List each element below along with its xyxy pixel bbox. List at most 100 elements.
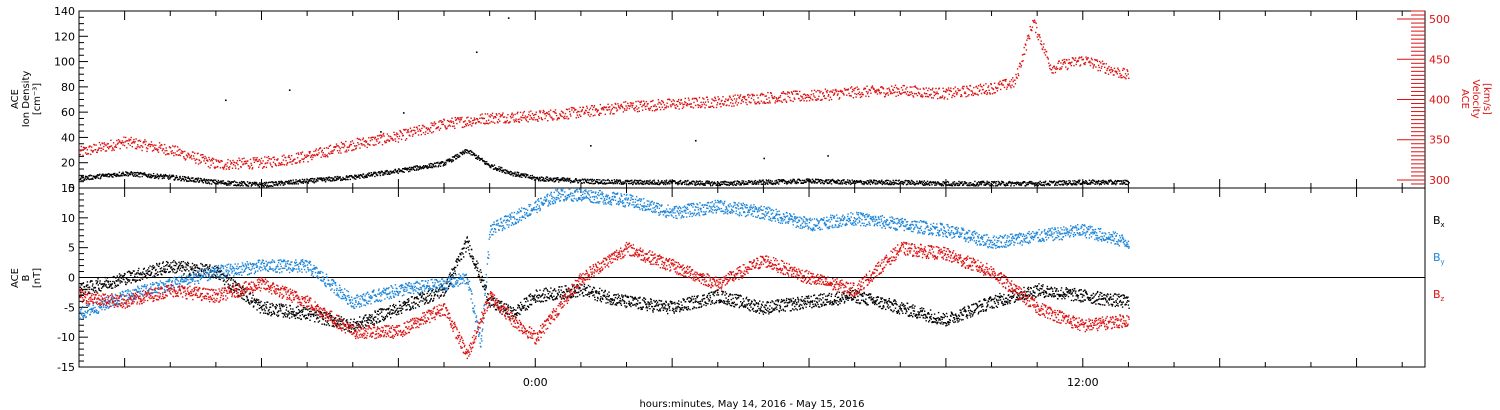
velocity-point <box>583 113 585 115</box>
velocity-point <box>933 91 935 93</box>
velocity-point <box>992 88 995 91</box>
density-point <box>718 184 720 187</box>
density-point <box>220 182 222 185</box>
density-point <box>762 179 764 181</box>
velocity-point <box>570 106 573 109</box>
b-bx-point <box>255 301 258 303</box>
density-point <box>408 168 410 171</box>
density-point <box>669 183 671 185</box>
velocity-point <box>272 156 274 159</box>
velocity-point <box>489 116 491 118</box>
velocity-point <box>590 113 592 116</box>
density-point <box>796 181 799 184</box>
density-point <box>664 182 666 184</box>
density-point <box>789 179 792 181</box>
velocity-point <box>586 105 588 108</box>
b-bx-point <box>98 289 101 291</box>
density-point <box>303 178 306 181</box>
density-point <box>1006 183 1008 185</box>
density-point <box>695 184 697 186</box>
velocity-point <box>507 114 509 116</box>
velocity-point <box>100 150 102 152</box>
velocity-point <box>280 164 282 166</box>
velocity-point <box>110 145 113 147</box>
velocity-point <box>870 92 872 94</box>
velocity-point <box>857 92 859 95</box>
density-point <box>992 182 995 184</box>
velocity-point <box>615 103 617 105</box>
density-point <box>629 182 631 185</box>
density-outlier-point <box>590 145 592 147</box>
velocity-point <box>261 167 264 169</box>
b-bx-point <box>112 276 115 279</box>
b-bx-point <box>85 288 87 291</box>
density-point <box>880 182 882 184</box>
b-bx-point <box>235 287 237 290</box>
velocity-point <box>988 89 990 91</box>
velocity-point <box>362 138 364 141</box>
velocity-point <box>967 95 969 97</box>
b-bx-point <box>191 266 193 268</box>
density-point <box>889 183 892 186</box>
velocity-point <box>793 90 795 92</box>
b-bx-point <box>226 275 228 277</box>
b-bx-point <box>249 303 251 305</box>
density-point <box>101 174 103 177</box>
density-point <box>674 181 676 183</box>
b-bx-point <box>204 269 206 272</box>
velocity-point <box>129 139 132 141</box>
velocity-point <box>841 90 844 93</box>
density-point <box>811 182 813 184</box>
b-bx-point <box>204 265 206 267</box>
velocity-point <box>1020 64 1023 67</box>
velocity-point <box>523 110 525 113</box>
velocity-point <box>808 96 810 99</box>
velocity-point <box>694 97 696 100</box>
density-point <box>80 175 83 178</box>
velocity-point <box>807 94 810 97</box>
density-point <box>426 167 428 169</box>
density-point <box>157 177 160 180</box>
density-point <box>627 180 629 182</box>
density-point <box>565 180 568 182</box>
velocity-point <box>900 93 902 95</box>
velocity-point <box>639 101 641 103</box>
velocity-point <box>881 86 883 88</box>
b-bx-point <box>124 273 126 275</box>
density-point <box>806 180 808 182</box>
velocity-point <box>1103 62 1105 65</box>
density-point <box>126 171 128 174</box>
density-point <box>870 179 872 182</box>
density-point <box>1075 181 1077 183</box>
velocity-point <box>346 151 348 153</box>
density-point <box>1113 181 1116 183</box>
velocity-point <box>647 107 650 110</box>
velocity-point <box>1031 29 1033 32</box>
velocity-point <box>876 93 879 95</box>
density-point <box>228 180 231 183</box>
density-point <box>630 179 632 182</box>
velocity-point <box>149 145 151 148</box>
density-point <box>289 182 291 184</box>
velocity-point <box>608 108 610 111</box>
b-bx-point <box>151 266 153 268</box>
velocity-point <box>751 95 754 97</box>
velocity-point <box>534 119 536 121</box>
velocity-point <box>1066 59 1068 61</box>
b-bx-point <box>164 270 166 272</box>
density-point <box>490 166 492 169</box>
velocity-point <box>731 99 734 102</box>
b-bx-point <box>216 269 218 272</box>
density-point <box>628 180 631 183</box>
density-point <box>467 152 469 154</box>
velocity-point <box>91 146 93 148</box>
density-point <box>438 164 440 167</box>
velocity-point <box>677 100 679 103</box>
density-point <box>734 180 736 182</box>
velocity-point <box>123 136 125 138</box>
velocity-point <box>299 160 302 162</box>
density-point <box>990 183 992 185</box>
velocity-point <box>929 94 931 97</box>
density-point <box>971 184 974 186</box>
density-point <box>217 179 220 182</box>
